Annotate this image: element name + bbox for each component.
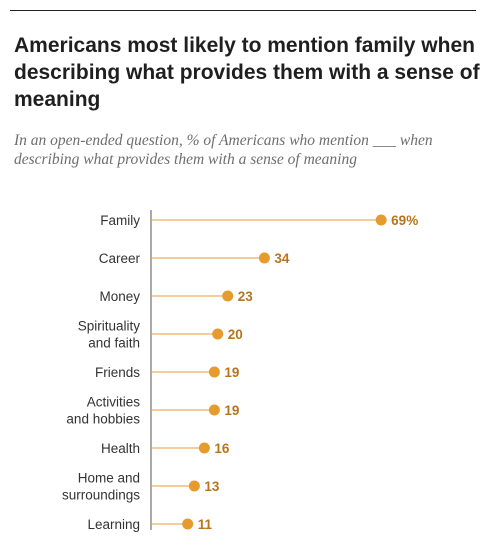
category-label: Career: [99, 251, 141, 266]
value-label: 23: [238, 289, 254, 304]
top-rule: [10, 10, 476, 11]
category-label: Activities and hobbies: [66, 395, 140, 427]
value-label: 20: [228, 327, 243, 342]
chart-subtitle: In an open-ended question, % of American…: [14, 132, 433, 168]
value-label: 11: [198, 517, 213, 532]
data-dot: [188, 480, 200, 492]
value-label: 34: [274, 251, 290, 266]
data-dot: [375, 214, 387, 226]
category-label: Home and surroundings: [62, 471, 140, 503]
data-dot: [258, 252, 270, 264]
category-label: Money: [99, 289, 140, 304]
value-label: 19: [224, 365, 239, 380]
value-label: 69%: [391, 213, 418, 228]
category-label: Friends: [95, 365, 140, 380]
value-label: 19: [224, 403, 239, 418]
data-dot: [208, 404, 220, 416]
chart-title: Americans most likely to mention family …: [14, 34, 480, 111]
data-dot: [222, 290, 234, 302]
value-label: 16: [214, 441, 230, 456]
data-dot: [198, 442, 210, 454]
category-label: Spirituality and faith: [78, 319, 141, 351]
data-dot: [182, 518, 194, 530]
category-label: Family: [100, 213, 140, 228]
category-label: Health: [101, 441, 140, 456]
category-label: Learning: [87, 517, 140, 532]
data-dot: [212, 328, 224, 340]
value-label: 13: [204, 479, 220, 494]
data-dot: [208, 366, 220, 378]
